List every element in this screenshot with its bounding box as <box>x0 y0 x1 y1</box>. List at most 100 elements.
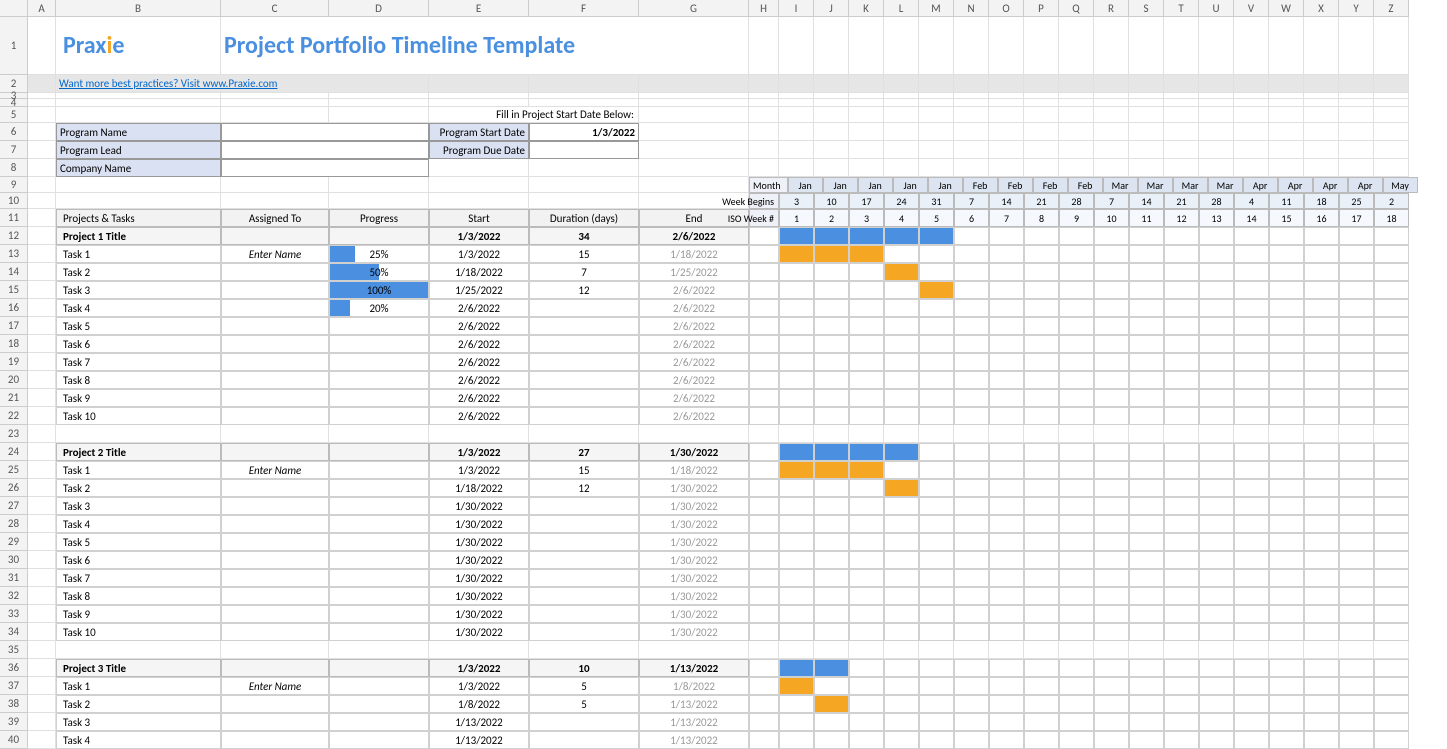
gantt-cell[interactable] <box>1304 713 1339 731</box>
gantt-cell[interactable] <box>1234 497 1269 515</box>
task-end[interactable]: 2/6/2022 <box>639 407 749 425</box>
gantt-cell[interactable] <box>1094 461 1129 479</box>
empty-cell[interactable] <box>814 123 849 141</box>
row-header[interactable]: 18 <box>0 335 28 353</box>
gantt-cell[interactable] <box>814 695 849 713</box>
task-assigned[interactable] <box>221 569 329 587</box>
gantt-cell[interactable] <box>989 263 1024 281</box>
gantt-cell[interactable] <box>1234 659 1269 677</box>
col-header[interactable]: W <box>1269 0 1304 17</box>
gantt-cell[interactable] <box>1269 569 1304 587</box>
gantt-cell[interactable] <box>1164 605 1199 623</box>
gantt-cell[interactable] <box>814 389 849 407</box>
gantt-cell[interactable] <box>1094 281 1129 299</box>
gantt-cell[interactable] <box>814 623 849 641</box>
task-progress[interactable]: 100% <box>329 281 429 299</box>
gantt-cell[interactable] <box>1339 335 1374 353</box>
gantt-cell[interactable] <box>919 317 954 335</box>
gantt-cell[interactable] <box>1164 497 1199 515</box>
project-title[interactable]: Project 3 Title <box>56 659 221 677</box>
gantt-cell[interactable] <box>1024 299 1059 317</box>
gantt-cell[interactable] <box>1094 533 1129 551</box>
project-end[interactable]: 1/13/2022 <box>639 659 749 677</box>
task-progress[interactable] <box>329 335 429 353</box>
task-assigned[interactable]: Enter Name <box>221 677 329 695</box>
empty-cell[interactable] <box>1374 75 1409 93</box>
gantt-cell[interactable] <box>1339 443 1374 461</box>
gantt-cell[interactable] <box>989 623 1024 641</box>
gantt-cell[interactable] <box>814 497 849 515</box>
gantt-cell[interactable] <box>1059 335 1094 353</box>
gantt-cell[interactable] <box>1304 443 1339 461</box>
gantt-cell[interactable] <box>1304 281 1339 299</box>
gantt-cell[interactable] <box>849 407 884 425</box>
gantt-cell[interactable] <box>1304 569 1339 587</box>
gantt-cell[interactable] <box>1059 479 1094 497</box>
gantt-cell[interactable] <box>1199 407 1234 425</box>
gantt-cell[interactable] <box>1374 551 1409 569</box>
gantt-cell[interactable] <box>1129 299 1164 317</box>
gantt-cell[interactable] <box>1269 317 1304 335</box>
gantt-cell[interactable] <box>1129 695 1164 713</box>
task-start[interactable]: 1/3/2022 <box>429 677 529 695</box>
empty-cell[interactable] <box>1304 141 1339 159</box>
col-header[interactable]: E <box>429 0 529 17</box>
gantt-cell[interactable] <box>1059 677 1094 695</box>
gantt-cell[interactable] <box>1094 713 1129 731</box>
project-end[interactable]: 2/6/2022 <box>639 227 749 245</box>
gantt-cell[interactable] <box>1094 227 1129 245</box>
gantt-cell[interactable] <box>989 569 1024 587</box>
gantt-cell[interactable] <box>1024 407 1059 425</box>
task-start[interactable]: 1/18/2022 <box>429 263 529 281</box>
row-header[interactable]: 17 <box>0 317 28 335</box>
empty-cell[interactable] <box>814 141 849 159</box>
task-end[interactable]: 2/6/2022 <box>639 299 749 317</box>
empty-cell[interactable] <box>1059 107 1094 123</box>
gantt-cell[interactable] <box>919 389 954 407</box>
empty-cell[interactable] <box>1374 141 1409 159</box>
gantt-cell[interactable] <box>1234 335 1269 353</box>
gantt-cell[interactable] <box>1269 263 1304 281</box>
gantt-cell[interactable] <box>1024 461 1059 479</box>
gantt-cell[interactable] <box>919 659 954 677</box>
task-start[interactable]: 2/6/2022 <box>429 335 529 353</box>
gantt-cell[interactable] <box>1199 677 1234 695</box>
task-progress[interactable] <box>329 605 429 623</box>
task-start[interactable]: 1/30/2022 <box>429 533 529 551</box>
gantt-cell[interactable] <box>1374 479 1409 497</box>
gantt-cell[interactable] <box>814 263 849 281</box>
gantt-cell[interactable] <box>1164 263 1199 281</box>
empty-cell[interactable] <box>1304 159 1339 177</box>
task-name[interactable]: Task 5 <box>56 533 221 551</box>
gantt-cell[interactable] <box>954 407 989 425</box>
gantt-cell[interactable] <box>1234 263 1269 281</box>
empty-cell[interactable] <box>779 75 814 93</box>
task-progress[interactable] <box>329 623 429 641</box>
gantt-cell[interactable] <box>919 353 954 371</box>
gantt-cell[interactable] <box>1234 605 1269 623</box>
gantt-cell[interactable] <box>1129 659 1164 677</box>
task-end[interactable]: 1/30/2022 <box>639 551 749 569</box>
task-assigned[interactable] <box>221 515 329 533</box>
row-header[interactable]: 21 <box>0 389 28 407</box>
empty-cell[interactable] <box>1199 141 1234 159</box>
empty-cell[interactable] <box>814 17 849 75</box>
gantt-cell[interactable] <box>1024 443 1059 461</box>
gantt-cell[interactable] <box>1199 659 1234 677</box>
gantt-cell[interactable] <box>779 551 814 569</box>
gantt-cell[interactable] <box>1374 389 1409 407</box>
gantt-cell[interactable] <box>1059 407 1094 425</box>
gantt-cell[interactable] <box>1129 605 1164 623</box>
row-header[interactable]: 20 <box>0 371 28 389</box>
gantt-cell[interactable] <box>1339 659 1374 677</box>
empty-cell[interactable] <box>779 123 814 141</box>
empty-cell[interactable] <box>1164 17 1199 75</box>
gantt-cell[interactable] <box>1024 497 1059 515</box>
empty-cell[interactable] <box>954 123 989 141</box>
gantt-cell[interactable] <box>1339 461 1374 479</box>
gantt-cell[interactable] <box>884 569 919 587</box>
task-assigned[interactable] <box>221 713 329 731</box>
gantt-cell[interactable] <box>1059 299 1094 317</box>
task-end[interactable]: 1/13/2022 <box>639 695 749 713</box>
gantt-cell[interactable] <box>1024 551 1059 569</box>
